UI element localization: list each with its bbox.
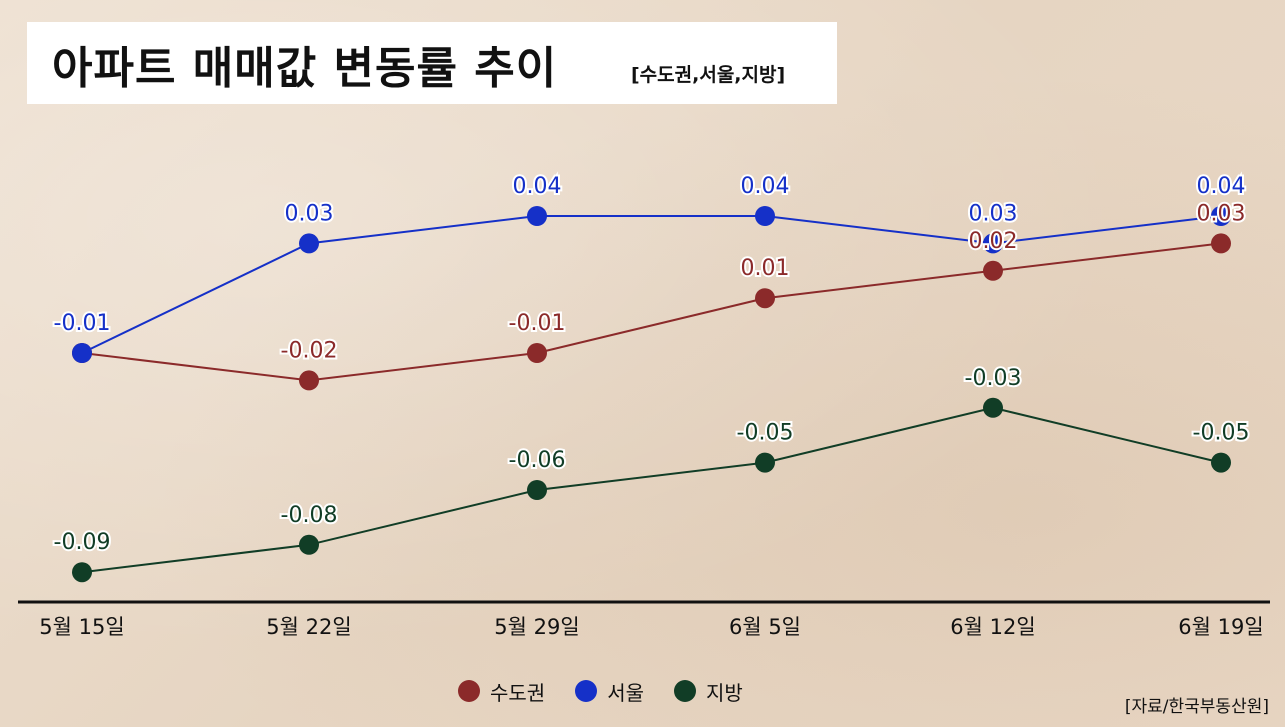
data-label: 0.03 (969, 201, 1018, 226)
legend-label-province: 지방 (706, 680, 743, 705)
legend: 수도권 서울 지방 (458, 676, 743, 706)
series-line-0 (81, 242, 1222, 382)
data-point (299, 534, 319, 555)
data-point (1211, 233, 1231, 254)
legend-swatch-metro (458, 680, 480, 702)
legend-label-metro: 수도권 (490, 680, 546, 705)
x-tick-label: 6월 12일 (950, 615, 1035, 639)
legend-item-province: 지방 (674, 677, 743, 706)
data-label: 0.02 (969, 229, 1018, 254)
legend-swatch-province (674, 680, 697, 702)
x-tick-label: 6월 5일 (729, 615, 801, 639)
legend-swatch-seoul (575, 680, 598, 702)
data-label: 0.03 (285, 201, 334, 226)
data-point (527, 206, 547, 226)
data-label: 0.04 (513, 174, 562, 199)
data-point (983, 260, 1003, 281)
x-tick-label: 5월 29일 (494, 615, 579, 639)
series-line-2 (81, 406, 1222, 574)
data-label: -0.05 (1193, 421, 1250, 446)
data-point (527, 343, 547, 363)
data-label: 0.04 (741, 174, 790, 199)
chart-subtitle: [수도권,서울,지방] (631, 64, 786, 86)
source-credit: [자료/한국부동산원] (1124, 697, 1269, 717)
data-label: 0.01 (741, 256, 790, 281)
data-point (72, 562, 92, 583)
data-label: -0.05 (737, 421, 794, 446)
data-point (983, 397, 1003, 418)
data-label: -0.09 (54, 530, 111, 555)
data-point (1211, 452, 1231, 473)
data-point (983, 233, 1003, 254)
legend-item-metro: 수도권 (458, 677, 545, 706)
chart-title: 아파트 매매값 변동률 추이 (52, 43, 558, 94)
title-box: 아파트 매매값 변동률 추이 [수도권,서울,지방] (27, 22, 837, 104)
data-label: 0.03 (1197, 201, 1246, 226)
data-point (527, 480, 547, 500)
data-point (755, 452, 775, 473)
data-label: 0.04 (1197, 174, 1246, 199)
x-tick-label: 5월 15일 (39, 615, 124, 639)
legend-label-seoul: 서울 (607, 680, 645, 705)
data-label: -0.01 (509, 311, 566, 336)
data-point (72, 343, 92, 363)
data-label: -0.01 (54, 311, 111, 336)
legend-item-seoul: 서울 (575, 677, 644, 706)
data-label: -0.06 (509, 448, 566, 473)
data-point (299, 233, 319, 254)
data-point (299, 370, 319, 391)
data-label: -0.02 (281, 338, 338, 363)
x-tick-label: 6월 19일 (1178, 615, 1263, 639)
data-label: -0.03 (965, 366, 1022, 391)
data-point (755, 288, 775, 309)
data-point (755, 206, 775, 226)
data-point (1211, 206, 1231, 226)
x-tick-label: 5월 22일 (266, 615, 351, 639)
data-label: -0.08 (281, 503, 338, 528)
series-line-1 (81, 215, 1222, 354)
